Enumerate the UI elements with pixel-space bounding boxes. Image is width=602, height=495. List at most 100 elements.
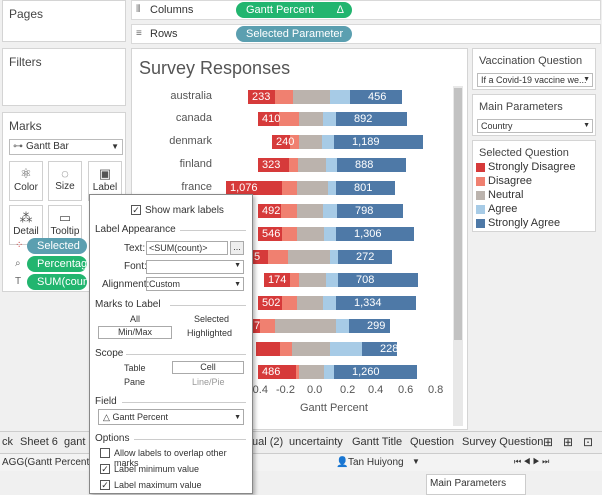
bar-segment: [250, 250, 268, 264]
bar-segment: [336, 227, 414, 241]
filters-title: Filters: [9, 55, 42, 69]
mark-type-select[interactable]: ⊶ Gantt Bar ▼: [9, 139, 123, 155]
status-user[interactable]: Tan Huiyong: [348, 457, 404, 468]
main-parameters-card: Main Parameters Country ▼: [472, 94, 596, 136]
option-pane[interactable]: Pane: [124, 377, 146, 387]
bar-segment: [290, 273, 299, 287]
option-cell[interactable]: Cell: [172, 361, 244, 374]
color-mark-icon: ⁘: [15, 240, 24, 251]
bar-segment: [280, 342, 292, 356]
marks-pill-percentage[interactable]: Percentage: [27, 256, 93, 272]
show-labels-checkbox[interactable]: ✓: [131, 205, 141, 215]
divider: [122, 402, 246, 403]
field-heading: Field: [95, 396, 117, 407]
marks-pill-selected-q[interactable]: Selected Q: [27, 238, 87, 268]
x-tick-label: -0.2: [276, 384, 295, 396]
scrollbar-thumb[interactable]: [454, 88, 462, 340]
pages-card: Pages: [2, 0, 126, 42]
columns-pill[interactable]: Gantt Percent Δ: [236, 2, 352, 18]
bottom-panel: Main Parameters: [426, 474, 526, 495]
tab-question[interactable]: Question: [410, 436, 455, 448]
color-icon: ⚛: [20, 166, 32, 181]
bar-segment: [334, 365, 417, 379]
rows-pill[interactable]: Selected Parameter: [236, 26, 352, 42]
columns-icon: ⦀: [136, 4, 141, 15]
vaccination-select[interactable]: If a Covid-19 vaccine we... ▼: [477, 73, 593, 87]
tooltip-label: Tooltip: [50, 226, 80, 237]
overlap-label: Allow labels to overlap other marks: [114, 448, 227, 468]
option-linepie: Line/Pie: [192, 377, 225, 387]
bar-segment: [336, 181, 395, 195]
bar-segment: [338, 250, 392, 264]
bar-segment: [337, 158, 406, 172]
tab-ual-2[interactable]: ual (2): [252, 436, 284, 448]
divider: [170, 305, 246, 306]
data-label-left: 323: [262, 159, 281, 171]
detail-label: Detail: [13, 226, 39, 237]
alignment-value: Custom: [149, 279, 181, 289]
option-highlighted[interactable]: Highlighted: [187, 328, 233, 338]
columns-shelf: ⦀ Columns Gantt Percent Δ: [131, 0, 601, 20]
font-select[interactable]: ▼: [146, 260, 244, 274]
main-parameters-select[interactable]: Country ▼: [477, 119, 593, 133]
columns-pill-label: Gantt Percent: [246, 4, 314, 16]
main-parameters-value: Country: [481, 121, 513, 131]
tab-survey-question[interactable]: Survey Question: [462, 436, 544, 448]
country-label-australia: australia: [170, 90, 212, 102]
chevron-down-icon: ▼: [583, 76, 590, 83]
data-label-right: 299: [367, 320, 386, 332]
field-select[interactable]: △ Gantt Percent ▼: [98, 409, 244, 425]
size-button[interactable]: ◌ Size: [48, 161, 82, 201]
size-icon: ◌: [61, 166, 69, 181]
legend-swatch-strongly-agree: [476, 219, 485, 228]
color-label: Color: [14, 182, 38, 193]
bar-segment: [293, 90, 330, 104]
alignment-select[interactable]: Custom ▼: [146, 277, 244, 291]
legend-label-neutral: Neutral: [488, 189, 524, 201]
x-tick-label: 0.4: [368, 384, 384, 396]
tab-sheet-6[interactable]: Sheet 6: [20, 436, 58, 448]
bar-segment: [336, 296, 416, 310]
new-worksheet-icon[interactable]: ⊞: [543, 435, 554, 449]
label-min-checkbox[interactable]: ✓: [100, 464, 110, 474]
sheet-nav-icons[interactable]: ⏮ ◀ ▶ ⏭: [514, 457, 550, 466]
tab-uncertainty[interactable]: uncertainty: [289, 436, 343, 448]
detail-button[interactable]: ⁂ Detail: [9, 205, 43, 245]
data-label-right: 1,260: [352, 366, 380, 378]
marks-pill-sum-count[interactable]: SUM(coun: [27, 274, 89, 290]
data-label-left: 7: [254, 320, 261, 332]
chevron-down-icon: ▼: [111, 142, 119, 151]
overlap-checkbox[interactable]: [100, 448, 110, 458]
columns-label: Columns: [150, 4, 194, 16]
bar-segment: [258, 296, 282, 310]
tab-gantt-title[interactable]: Gantt Title: [352, 436, 403, 448]
legend-label-disagree: Disagree: [488, 175, 533, 187]
label-min-text: Label minimum value: [114, 464, 200, 474]
tab-ck[interactable]: ck: [2, 436, 13, 448]
bar-segment: [292, 342, 330, 356]
data-label-right: 798: [355, 205, 374, 217]
label-max-text: Label maximum value: [114, 480, 202, 490]
rows-label: Rows: [150, 28, 178, 40]
text-field[interactable]: <SUM(count)>: [146, 241, 228, 255]
tab-gant[interactable]: gant: [64, 436, 86, 448]
option-minmax[interactable]: Min/Max: [98, 326, 172, 339]
scrollbar[interactable]: [453, 86, 463, 426]
bar-segment: [258, 204, 281, 218]
color-button[interactable]: ⚛ Color: [9, 161, 43, 201]
new-dashboard-icon[interactable]: ⊞: [563, 435, 574, 449]
label-max-checkbox[interactable]: ✓: [100, 480, 110, 490]
bar-segment: [297, 204, 323, 218]
text-field-value: <SUM(count)>: [149, 243, 208, 253]
bar-segment: [282, 296, 297, 310]
new-story-icon[interactable]: ⊡: [583, 435, 594, 449]
bottom-panel-title: Main Parameters: [430, 478, 507, 489]
option-selected[interactable]: Selected: [194, 314, 230, 324]
chevron-down-icon: ▼: [234, 281, 241, 288]
data-label-left: 486: [262, 366, 281, 378]
option-all[interactable]: All: [130, 314, 141, 324]
text-more-button[interactable]: ...: [230, 241, 244, 255]
bar-segment: [288, 250, 330, 264]
bar-segment: [297, 181, 328, 195]
option-table[interactable]: Table: [124, 363, 146, 373]
